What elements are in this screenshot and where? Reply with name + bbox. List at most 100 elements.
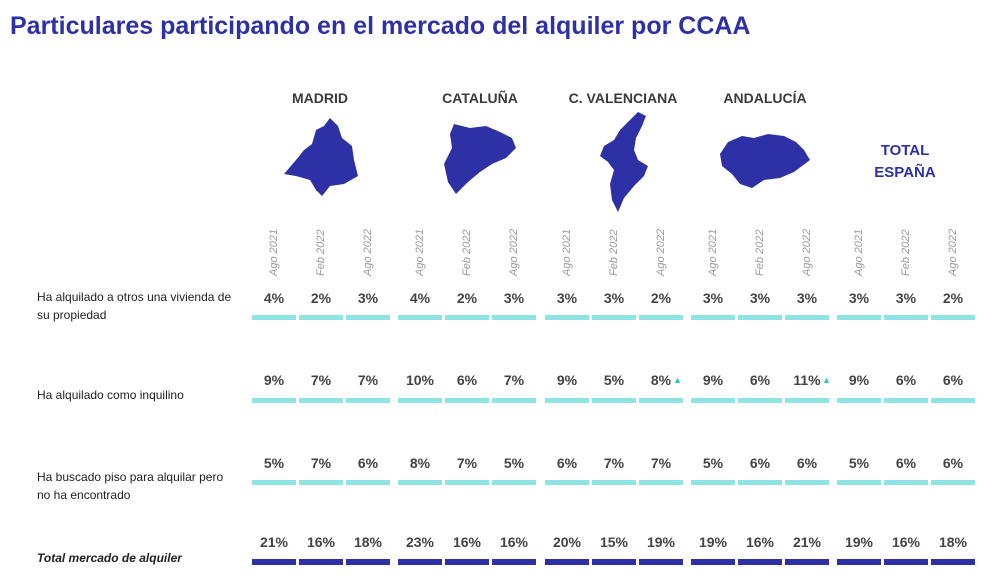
cell-value: 3%: [603, 290, 625, 306]
cell-value: 4%: [263, 290, 285, 306]
cell-value: 16%: [452, 534, 482, 550]
cell-bar: [592, 315, 636, 320]
cell-bar: [252, 315, 296, 320]
cell-bar: [691, 398, 735, 403]
total-header-line-2: ESPAÑA: [874, 164, 936, 181]
cell-bar: [445, 480, 489, 485]
cell-value: 6%: [796, 455, 818, 471]
row-label-line: Ha alquilado a otros una vivienda de: [37, 290, 232, 304]
cell-value: 19%: [844, 534, 874, 550]
period-label: Feb 2022: [315, 229, 327, 276]
cell-bar: [837, 315, 881, 320]
cell-bar: [545, 559, 589, 565]
cell-bar: [592, 480, 636, 485]
cell-value: 7%: [503, 372, 525, 388]
row-label: Ha alquilado como inquilino: [37, 386, 242, 404]
cell-bar: [639, 559, 683, 565]
cell-value: 20%: [552, 534, 582, 550]
cell-bar: [691, 480, 735, 485]
period-label: Feb 2022: [608, 229, 620, 276]
cell-value: 3%: [749, 290, 771, 306]
cell-value: 6%: [895, 455, 917, 471]
cell-value: 6%: [556, 455, 578, 471]
cell-value: 19%: [646, 534, 676, 550]
cell-value: 5%: [603, 372, 625, 388]
cell-value: 18%: [353, 534, 383, 550]
valenciana-map-icon: [600, 112, 648, 212]
cell-bar: [346, 480, 390, 485]
cell-value: 3%: [796, 290, 818, 306]
cell-value: 6%: [942, 372, 964, 388]
cell-value: 5%: [702, 455, 724, 471]
cell-bar: [545, 480, 589, 485]
row-label-line: no ha encontrado: [37, 488, 131, 502]
cell-bar: [398, 559, 442, 565]
cell-value: 2%: [310, 290, 332, 306]
cell-bar: [931, 315, 975, 320]
cell-bar: [492, 559, 536, 565]
period-label: Ago 2021: [414, 228, 426, 276]
cell-value: 3%: [357, 290, 379, 306]
cell-value: 3%: [848, 290, 870, 306]
period-label: Ago 2021: [268, 228, 280, 276]
cell-value: 9%: [263, 372, 285, 388]
row-label: Total mercado de alquiler: [37, 549, 242, 567]
cell-bar: [445, 559, 489, 565]
cell-value: 16%: [499, 534, 529, 550]
cell-bar: [398, 480, 442, 485]
cell-value: 23%: [405, 534, 435, 550]
cell-value: 7%: [603, 455, 625, 471]
cataluna-map-icon: [444, 124, 516, 194]
row-label: Ha buscado piso para alquilar pero no ha …: [37, 468, 242, 504]
region-total-espana: TOTAL ESPAÑA: [845, 140, 965, 184]
page-title: Particulares participando en el mercado …: [10, 12, 751, 40]
period-label: Ago 2022: [947, 228, 959, 276]
region-madrid: MADRID: [292, 90, 348, 106]
cell-bar: [252, 480, 296, 485]
cell-value: 9%: [556, 372, 578, 388]
total-header-line-1: TOTAL: [880, 142, 930, 159]
cell-bar: [299, 480, 343, 485]
cell-value: 3%: [503, 290, 525, 306]
period-label: Feb 2022: [754, 229, 766, 276]
cell-value: 6%: [456, 372, 478, 388]
cell-bar: [884, 559, 928, 565]
cell-value: 6%: [357, 455, 379, 471]
period-label: Ago 2021: [853, 228, 865, 276]
cell-value: 4%: [409, 290, 431, 306]
cell-value: 9%: [848, 372, 870, 388]
region-valenciana: C. VALENCIANA: [568, 90, 678, 106]
cell-value: 18%: [938, 534, 968, 550]
cell-bar: [639, 480, 683, 485]
cell-value: 5%: [503, 455, 525, 471]
cell-bar: [445, 315, 489, 320]
cell-value: 15%: [599, 534, 629, 550]
cell-bar: [492, 315, 536, 320]
period-label: Ago 2022: [508, 228, 520, 276]
cell-value: 7%: [456, 455, 478, 471]
cell-bar: [346, 559, 390, 565]
cell-bar: [545, 398, 589, 403]
cell-bar: [299, 559, 343, 565]
cell-value: 7%: [310, 455, 332, 471]
cell-value: 16%: [891, 534, 921, 550]
cell-value: 21%: [259, 534, 289, 550]
period-label: Ago 2021: [561, 228, 573, 276]
cell-value: 7%: [650, 455, 672, 471]
cell-bar: [346, 315, 390, 320]
cell-value: 21%: [792, 534, 822, 550]
up-triangle-icon: ▲: [822, 375, 831, 385]
row-label: Ha alquilado a otros una vivienda de su p…: [37, 288, 242, 324]
andalucia-map-icon: [720, 134, 810, 188]
cell-bar: [592, 398, 636, 403]
cell-value: 2%: [456, 290, 478, 306]
row-label-line: Total mercado de alquiler: [37, 551, 182, 565]
period-label: Ago 2022: [801, 228, 813, 276]
cell-bar: [837, 559, 881, 565]
cell-value: 7%: [310, 372, 332, 388]
cell-value: 6%: [942, 455, 964, 471]
row-label-line: Ha buscado piso para alquilar pero: [37, 470, 224, 484]
period-label: Ago 2021: [707, 228, 719, 276]
cell-bar: [299, 315, 343, 320]
cell-bar: [492, 398, 536, 403]
